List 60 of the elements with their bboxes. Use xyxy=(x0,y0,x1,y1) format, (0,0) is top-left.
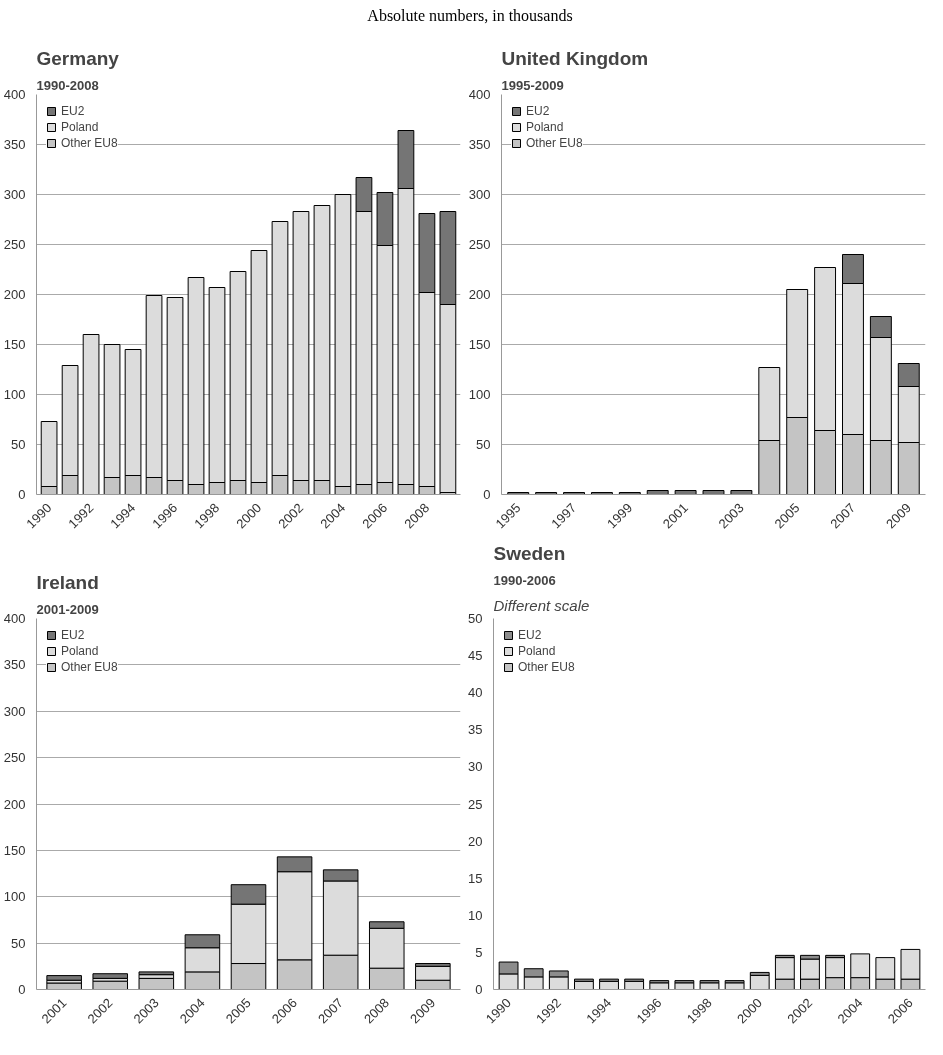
legend-label: EU2 xyxy=(61,628,85,642)
y-tick-label: 350 xyxy=(3,137,26,152)
y-tick-label: 150 xyxy=(468,337,491,352)
y-tick-label: 200 xyxy=(468,287,491,302)
legend-label: Poland xyxy=(61,644,99,658)
y-tick-label: 350 xyxy=(468,137,491,152)
text: Absolute numbers, in thousands xyxy=(367,6,573,26)
y-tick-label: 100 xyxy=(3,387,26,402)
y-tick-label: 45 xyxy=(468,648,483,664)
chart-title: Ireland xyxy=(36,571,99,593)
y-tick-label: 100 xyxy=(468,387,491,402)
chart-subtitle: 1990-2008 xyxy=(36,77,99,93)
legend-label: Other EU8 xyxy=(526,136,583,150)
legend-label: Other EU8 xyxy=(61,136,118,150)
legend-label: Poland xyxy=(61,120,99,134)
chart-subtitle: 1995-2009 xyxy=(501,77,564,93)
chart-title: Germany xyxy=(36,47,120,69)
chart-subtitle: 2001-2009 xyxy=(36,601,99,617)
y-tick-label: 400 xyxy=(3,611,26,626)
y-tick-label: 15 xyxy=(468,870,483,886)
y-tick-label: 25 xyxy=(468,796,483,812)
y-tick-label: 30 xyxy=(468,759,483,775)
y-tick-label: 0 xyxy=(18,487,26,502)
y-tick-label: 300 xyxy=(3,187,26,202)
y-tick-label: 150 xyxy=(3,842,26,858)
y-tick-label: 50 xyxy=(11,437,26,452)
y-tick-label: 400 xyxy=(3,87,26,102)
y-tick-label: 200 xyxy=(3,287,26,302)
y-tick-label: 10 xyxy=(468,907,483,923)
legend-label: Other EU8 xyxy=(518,660,575,674)
y-tick-label: 400 xyxy=(468,87,491,102)
text: Different scale xyxy=(493,596,590,614)
y-tick-label: 50 xyxy=(476,437,491,452)
chart-title: United Kingdom xyxy=(501,47,649,69)
y-tick-label: 250 xyxy=(3,237,26,252)
y-tick-label: 300 xyxy=(3,703,26,719)
y-tick-label: 200 xyxy=(3,796,26,812)
y-tick-label: 20 xyxy=(468,833,483,849)
y-tick-label: 300 xyxy=(468,187,491,202)
y-tick-label: 0 xyxy=(18,982,26,997)
legend-label: EU2 xyxy=(526,104,550,118)
y-tick-label: 35 xyxy=(468,722,483,738)
y-tick-label: 250 xyxy=(468,237,491,252)
chart-subtitle: 1990-2006 xyxy=(493,572,556,588)
legend-label: Poland xyxy=(518,644,556,658)
y-tick-label: 350 xyxy=(3,657,26,673)
y-tick-label: 50 xyxy=(468,611,483,626)
y-tick-label: 250 xyxy=(3,750,26,766)
legend-label: Poland xyxy=(526,120,564,134)
legend-label: EU2 xyxy=(518,628,542,642)
legend-label: EU2 xyxy=(61,104,85,118)
y-tick-label: 100 xyxy=(3,889,26,905)
legend-label: Other EU8 xyxy=(61,660,118,674)
y-tick-label: 0 xyxy=(475,982,483,997)
chart-title: Sweden xyxy=(493,542,566,564)
y-tick-label: 50 xyxy=(11,935,26,951)
y-tick-label: 5 xyxy=(475,944,483,960)
y-tick-label: 0 xyxy=(483,487,491,502)
y-tick-label: 40 xyxy=(468,685,483,701)
y-tick-label: 150 xyxy=(3,337,26,352)
